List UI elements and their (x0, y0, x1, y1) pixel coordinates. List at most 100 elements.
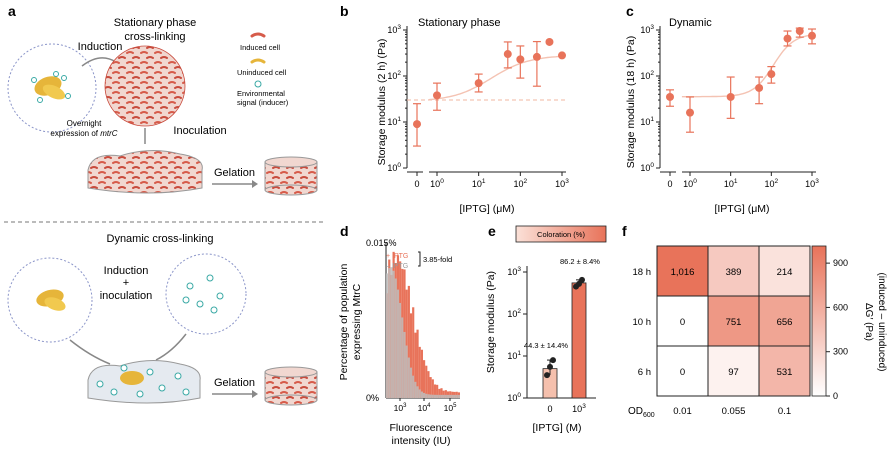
b-ytick-label: 102 (387, 70, 401, 81)
chart-e: 100 101 102 103 0 103 44.3 ± 14.4% 86.2 ± 8.4% (507, 257, 600, 414)
dynamic-title: Dynamic cross-linking (107, 233, 214, 245)
d-hist-bar-minus (442, 394, 445, 398)
e-ytick-label: 101 (507, 350, 521, 361)
b-xtick-label: 102 (514, 178, 528, 189)
c-data-point (686, 108, 694, 117)
d-hist-bar-plus (420, 349, 423, 398)
panel-f-ylabel-line2: (induced – uninduced) (876, 273, 887, 372)
d-hist-bar-plus (412, 307, 415, 398)
d-hist-bar-minus (409, 367, 413, 398)
panel-e: e Coloration (%) 100 101 102 103 0 103 44.3 ± … (485, 223, 607, 434)
d-hist-bar-minus (418, 389, 421, 398)
d-hist-bar-minus (390, 267, 393, 398)
f-cell-value: 751 (726, 317, 742, 328)
f-cell-value: 656 (777, 317, 793, 328)
d-hist-bar-plus (440, 388, 443, 398)
c-ytick-label: 100 (640, 162, 654, 173)
c-data-point (767, 70, 776, 79)
d-hist-bar-minus (427, 394, 430, 398)
panel-f-xlabel: OD600 (628, 406, 655, 419)
d-hist-bar-plus (425, 365, 428, 398)
gelation-top-label: Gelation (214, 167, 255, 179)
b-xtick-label: 100 (430, 178, 444, 189)
c-xtick-label: 101 (724, 178, 738, 189)
panel-c-xlabel: [IPTG] (μM) (714, 203, 769, 215)
d-hist-bar-minus (429, 394, 432, 398)
d-hist-bar-minus (405, 345, 408, 398)
d-hist-bar-plus (429, 377, 432, 398)
b-data-point (413, 120, 421, 129)
b-ytick-label: 100 (387, 162, 401, 173)
gel-blob-bottom-cells (96, 364, 190, 398)
d-hist-bar-minus (436, 394, 439, 398)
induction-arrow (81, 57, 117, 67)
d-hist-bar-plus (444, 390, 447, 398)
f-colorbar-label: 300 (833, 347, 848, 357)
d-hist-bar-minus (414, 381, 417, 398)
panel-e-ylabel: Storage modulus (Pa) (485, 271, 497, 373)
b-data-point (532, 52, 541, 61)
uninduced-cell-icon (250, 58, 266, 64)
f-col-label: 0.055 (722, 406, 746, 417)
f-colorbar-label: 600 (833, 302, 848, 312)
panel-d-ylabel-line1: Percentage of population (338, 263, 350, 380)
c-data-point (755, 83, 764, 92)
c-data-point (726, 92, 735, 101)
d-xtick-label: 105 (444, 403, 457, 413)
d-hist-bar-minus (420, 391, 423, 398)
chart-c: 100 101 102 103 0 100 101 102 103 (640, 24, 819, 189)
plus-label: + (123, 277, 129, 289)
f-heatmap-cell (656, 345, 709, 397)
d-hist-bar-minus (455, 394, 458, 398)
panel-b: b 100 101 102 103 0 100 101 102 103 Stationary p… (340, 3, 569, 215)
f-cell-value: 531 (777, 367, 793, 378)
d-hist-bar-minus (403, 331, 406, 398)
b-ytick-label: 103 (387, 24, 401, 35)
d-hist-bar-minus (412, 375, 415, 398)
b-data-point (516, 55, 525, 64)
b-xtick-label: 0 (414, 179, 419, 189)
f-colorbar-label: 0 (833, 391, 838, 401)
d-hist-bar-minus (451, 394, 454, 398)
d-hist-bar-minus (431, 394, 434, 398)
f-heatmap-cell (656, 245, 709, 297)
f-heatmap-cell (758, 245, 811, 297)
legend-induced: Induced cell (240, 43, 280, 52)
chart-b: 100 101 102 103 0 100 101 102 103 (387, 24, 569, 189)
f-col-label: 0.01 (673, 406, 692, 417)
f-row-label: 10 h (633, 317, 652, 328)
panel-d-xlabel-line2: intensity (IU) (392, 435, 451, 447)
c-xtick-label: 103 (805, 178, 819, 189)
b-xtick-label: 103 (555, 178, 569, 189)
d-hist-bar-plus (433, 384, 437, 398)
signal-dots (182, 274, 224, 314)
panel-label-f: f (622, 223, 627, 239)
b-data-point (503, 50, 512, 59)
e-data-point (547, 363, 553, 370)
panel-d-ytop: 0.015% (366, 238, 397, 248)
uninduced-culture-circle (7, 43, 97, 133)
d-hist-bar-plus (446, 391, 450, 398)
c-data-point (795, 27, 804, 36)
e-xtick-label: 103 (572, 403, 586, 414)
d-hist-bar-plus (416, 329, 419, 398)
uninduced-cells-cluster-2 (36, 289, 66, 311)
panel-b-ylabel: Storage modulus (2 h) (Pa) (376, 39, 388, 166)
legend-minus-iptg: – IPTG (386, 263, 408, 270)
b-xtick-label: 101 (472, 178, 486, 189)
panel-f-ylabel-line1: ΔG′ (Pa) (863, 303, 874, 341)
c-xtick-label: 0 (667, 179, 672, 189)
panel-c-tag: Dynamic (669, 17, 712, 29)
c-ytick-label: 102 (640, 70, 654, 81)
c-data-point (666, 92, 674, 101)
f-heatmap-cell (758, 345, 811, 397)
d-hist-bar-minus (449, 394, 452, 398)
panel-c-ylabel: Storage modulus (18 h) (Pa) (625, 36, 637, 168)
gel-blob-top (87, 150, 203, 194)
e-bar (571, 282, 587, 399)
c-ytick-label: 103 (640, 24, 654, 35)
legend-signal-line1: Environmental (237, 89, 285, 98)
panel-label-d: d (340, 223, 349, 239)
f-cell-value: 389 (726, 267, 742, 278)
